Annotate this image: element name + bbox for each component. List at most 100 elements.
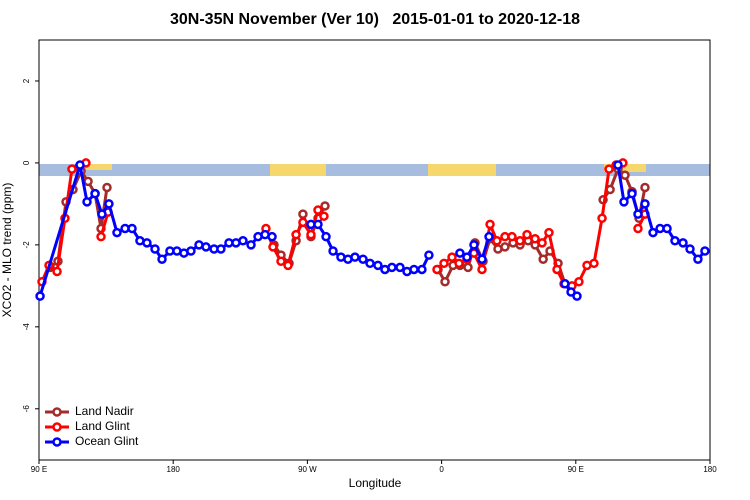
data-point — [463, 262, 473, 273]
y-tick-label: -4 — [22, 323, 31, 331]
data-point — [127, 223, 137, 234]
data-point — [447, 252, 457, 262]
data-point — [515, 236, 525, 246]
x-tick-label: 180 — [167, 465, 181, 474]
data-point — [395, 262, 405, 273]
data-point — [454, 258, 464, 269]
surface-band — [39, 164, 710, 176]
data-point — [387, 262, 397, 273]
data-point — [283, 260, 293, 271]
data-point — [619, 197, 629, 207]
x-tick-label: 180 — [703, 465, 717, 474]
x-tick-label: 0 — [439, 465, 444, 474]
data-point — [670, 236, 680, 246]
data-point — [216, 244, 226, 254]
data-point — [620, 170, 630, 180]
data-point — [150, 244, 160, 254]
data-point — [439, 258, 449, 269]
data-point — [238, 236, 248, 246]
data-point — [328, 246, 338, 256]
data-point — [97, 209, 107, 219]
data-point — [640, 182, 650, 193]
x-axis-label: Longitude — [349, 476, 402, 490]
legend-label: Land Glint — [75, 419, 130, 433]
x-tick-label: 90 W — [298, 465, 317, 474]
data-point — [350, 252, 360, 262]
data-point — [90, 188, 100, 199]
legend-marker — [52, 422, 62, 432]
data-point — [484, 231, 494, 242]
data-point — [319, 211, 329, 221]
data-point — [648, 227, 658, 238]
y-tick-label: -2 — [22, 241, 31, 249]
data-point — [417, 264, 427, 275]
data-point — [409, 264, 419, 275]
data-point — [276, 256, 286, 267]
y-axis-label: XCO2 - MLO trend (ppm) — [0, 183, 14, 318]
data-point — [320, 201, 330, 211]
data-point — [313, 219, 323, 230]
data-point — [633, 223, 643, 234]
data-point — [469, 240, 479, 250]
x-tick-label: 90 E — [31, 465, 47, 474]
y-tick-label: -6 — [22, 405, 31, 413]
data-point — [291, 229, 301, 240]
data-point — [572, 291, 582, 301]
data-point — [365, 258, 375, 269]
data-point — [424, 250, 434, 260]
data-point — [633, 209, 643, 219]
data-point — [485, 219, 495, 230]
data-point — [500, 242, 510, 252]
land-band — [270, 164, 326, 176]
y-tick-label: 0 — [22, 160, 31, 165]
series-line — [38, 163, 707, 298]
data-point — [462, 252, 472, 262]
data-point — [678, 238, 688, 248]
data-point — [693, 254, 703, 264]
legend-label: Ocean Glint — [75, 434, 139, 448]
data-point — [186, 246, 196, 256]
data-point — [477, 254, 487, 264]
data-point — [589, 258, 599, 269]
data-point — [358, 254, 368, 264]
data-point — [538, 254, 548, 264]
data-point — [492, 236, 502, 246]
data-point — [477, 264, 487, 275]
data-point — [597, 213, 607, 223]
data-point — [82, 197, 92, 207]
data-point — [455, 248, 465, 258]
data-point — [246, 240, 256, 250]
legend-marker — [52, 407, 62, 417]
data-point — [112, 227, 122, 238]
legend-marker — [52, 437, 62, 447]
plot-frame — [38, 39, 711, 461]
data-point — [440, 277, 450, 287]
land-band — [86, 164, 112, 170]
land-band — [428, 164, 496, 176]
chart-title: 30N-35N November (Ver 10) 2015-01-01 to … — [170, 11, 580, 28]
data-point — [35, 291, 45, 301]
data-point — [627, 188, 637, 199]
data-point — [52, 266, 62, 277]
data-point — [537, 238, 547, 248]
data-point — [662, 223, 672, 234]
data-point — [104, 199, 114, 209]
x-tick-label: 90 E — [568, 465, 584, 474]
data-point — [201, 242, 211, 252]
data-point — [83, 176, 93, 187]
legend-label: Land Nadir — [75, 404, 134, 418]
data-point — [142, 238, 152, 248]
data-point — [157, 254, 167, 264]
data-point — [544, 227, 554, 238]
data-point — [640, 199, 650, 209]
data-point — [313, 205, 323, 215]
data-point — [552, 264, 562, 275]
ocean-band — [39, 164, 710, 176]
land-band — [604, 164, 646, 172]
data-point — [267, 231, 277, 242]
data-point — [685, 244, 695, 254]
data-point — [102, 182, 112, 193]
y-tick-label: 2 — [22, 78, 31, 83]
data-point — [75, 160, 85, 170]
